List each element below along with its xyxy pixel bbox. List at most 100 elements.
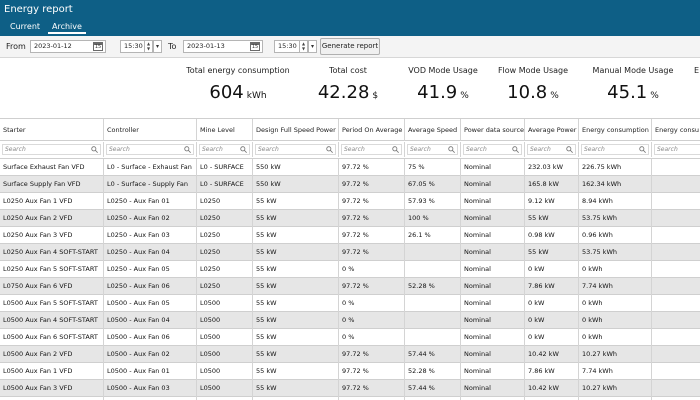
kpi-unit: $ xyxy=(372,91,379,101)
cell-average-power: 232.03 kW xyxy=(525,159,579,176)
kpi-label: Total energy consumption xyxy=(186,66,290,75)
table-row[interactable]: L0750 Aux Fan 6 VFD L0250 - Aux Fan 06 L02… xyxy=(0,278,700,295)
column-search-input[interactable]: Search xyxy=(199,144,250,155)
table-row[interactable]: L0250 Aux Fan 3 VFD L0250 - Aux Fan 03 L02… xyxy=(0,227,700,244)
column-header-period-on-average[interactable]: Period On Average xyxy=(339,119,405,141)
column-header-design-full-speed-power[interactable]: Design Full Speed Power xyxy=(253,119,339,141)
cell-mine-level: L0500 xyxy=(197,295,253,312)
tab-archive[interactable]: Archive xyxy=(48,21,86,34)
search-icon xyxy=(448,146,455,153)
column-header-starter[interactable]: Starter xyxy=(0,119,104,141)
cell-controller: L0500 - Aux Fan 06 xyxy=(104,329,197,346)
generate-report-button[interactable]: Generate report xyxy=(320,38,380,55)
table-row[interactable]: Surface Exhaust Fan VFD L0 - Surface - Ex… xyxy=(0,159,700,176)
kpi-value: 41.9 xyxy=(417,82,458,103)
column-header-energy-consu[interactable]: Energy consu xyxy=(652,119,700,141)
cell-average-power: 0 kW xyxy=(525,329,579,346)
spinner-icon[interactable]: ▲ ▼ xyxy=(144,41,152,52)
calendar-icon[interactable]: 15 xyxy=(250,42,260,51)
column-search-input[interactable]: Search xyxy=(106,144,194,155)
search-icon xyxy=(91,146,98,153)
column-search-input[interactable]: Search xyxy=(463,144,522,155)
cell-design-full-speed-power: 55 kW xyxy=(253,329,339,346)
cell-controller: L0500 - Aux Fan 02 xyxy=(104,346,197,363)
chevron-down-icon[interactable]: ▾ xyxy=(153,40,162,53)
table-row[interactable]: L0500 Aux Fan 3 VFD L0500 - Aux Fan 03 L05… xyxy=(0,380,700,397)
search-icon xyxy=(240,146,247,153)
cell-starter: Surface Supply Fan VFD xyxy=(0,176,104,193)
cell-mine-level: L0500 xyxy=(197,346,253,363)
chevron-down-icon[interactable]: ▾ xyxy=(308,40,317,53)
search-icon xyxy=(392,146,399,153)
from-time-input[interactable]: 15:30 ▲ ▼ xyxy=(120,40,153,53)
column-filter-cell: Search xyxy=(339,142,405,157)
spinner-icon[interactable]: ▲ ▼ xyxy=(299,41,307,52)
column-header-controller[interactable]: Controller xyxy=(104,119,197,141)
cell-design-full-speed-power: 55 kW xyxy=(253,312,339,329)
column-search-input[interactable]: Search xyxy=(407,144,458,155)
cell-design-full-speed-power: 55 kW xyxy=(253,227,339,244)
column-search-input[interactable]: Search xyxy=(255,144,336,155)
column-search-input[interactable]: Search xyxy=(341,144,402,155)
column-search-input[interactable]: Search xyxy=(2,144,101,155)
cell-starter: L0500 Aux Fan 6 SOFT-START xyxy=(0,329,104,346)
kpi-manual-mode: Manual Mode Usage 45.1% xyxy=(586,66,680,110)
search-placeholder: Search xyxy=(258,146,279,153)
from-date-input[interactable]: 2023-01-12 15 xyxy=(30,40,106,53)
table-row[interactable]: L0250 Aux Fan 5 SOFT-START L0250 - Aux Fa… xyxy=(0,261,700,278)
cell-energy-consu xyxy=(652,159,700,176)
cell-design-full-speed-power: 550 kW xyxy=(253,176,339,193)
table-row[interactable]: L0250 Aux Fan 1 VFD L0250 - Aux Fan 01 L02… xyxy=(0,193,700,210)
column-header-average-power[interactable]: Average Power xyxy=(525,119,579,141)
table-row[interactable]: L0250 Aux Fan 4 SOFT-START L0250 - Aux Fa… xyxy=(0,244,700,261)
cell-starter: L0250 Aux Fan 1 VFD xyxy=(0,193,104,210)
table-row[interactable]: L0500 Booster FanL0500 - Booster FanL050… xyxy=(0,397,700,400)
cell-energy-consumption: 7.74 kWh xyxy=(579,278,652,295)
cell-mine-level: L0 - SURFACE xyxy=(197,159,253,176)
column-header-average-speed[interactable]: Average Speed xyxy=(405,119,461,141)
column-search-input[interactable]: Search xyxy=(581,144,649,155)
calendar-icon[interactable]: 15 xyxy=(93,42,103,51)
cell-power-data-source: Nominal xyxy=(461,227,525,244)
column-search-input[interactable]: Search xyxy=(654,144,700,155)
cell-period-on-average: 97.72 % xyxy=(339,363,405,380)
table-row[interactable]: L0500 Aux Fan 1 VFD L0500 - Aux Fan 01 L05… xyxy=(0,363,700,380)
search-placeholder: Search xyxy=(657,146,678,153)
search-icon xyxy=(326,146,333,153)
cell-period-on-average: 97.72 % xyxy=(339,244,405,261)
table-row[interactable]: L0500 Aux Fan 2 VFD L0500 - Aux Fan 02 L05… xyxy=(0,346,700,363)
cell-design-full-speed-power: 55 kW xyxy=(253,346,339,363)
column-header-power-data-source[interactable]: Power data source xyxy=(461,119,525,141)
table-header: Starter Controller Mine Level Design Full S… xyxy=(0,119,700,141)
cell-design-full-speed-power: 550 kW xyxy=(253,159,339,176)
table-row[interactable]: L0500 Aux Fan 5 SOFT-START L0500 - Aux Fa… xyxy=(0,295,700,312)
tab-current[interactable]: Current xyxy=(10,22,41,31)
cell-average-speed xyxy=(405,312,461,329)
to-time-input[interactable]: 15:30 ▲ ▼ xyxy=(274,40,308,53)
cell-average-power: 0 kW xyxy=(525,295,579,312)
cell-power-data-source: Nominal xyxy=(461,397,525,400)
column-header-mine-level[interactable]: Mine Level xyxy=(197,119,253,141)
cell-design-full-speed-power: 55 kW xyxy=(253,193,339,210)
cell-controller: L0500 - Aux Fan 03 xyxy=(104,380,197,397)
cell-period-on-average: 0 % xyxy=(339,295,405,312)
table-row[interactable]: L0500 Aux Fan 6 SOFT-START L0500 - Aux Fa… xyxy=(0,329,700,346)
kpi-label: Flow Mode Usage xyxy=(497,66,569,75)
cell-power-data-source: Nominal xyxy=(461,312,525,329)
cell-power-data-source: Nominal xyxy=(461,278,525,295)
cell-period-on-average: 97.72 % xyxy=(339,159,405,176)
kpi-label: VOD Mode Usage xyxy=(408,66,478,75)
cell-mine-level: L0 - SURFACE xyxy=(197,176,253,193)
column-filter-cell: Search xyxy=(525,142,579,157)
column-search-input[interactable]: Search xyxy=(527,144,576,155)
column-header-energy-consumption[interactable]: Energy consumption xyxy=(579,119,652,141)
kpi-total-cost: Total cost 42.28 $ xyxy=(308,66,388,110)
table-row[interactable]: L0500 Aux Fan 4 SOFT-START L0500 - Aux Fa… xyxy=(0,312,700,329)
table-row[interactable]: Surface Supply Fan VFD L0 - Surface - Sup… xyxy=(0,176,700,193)
cell-mine-level: L0250 xyxy=(197,210,253,227)
cell-average-speed xyxy=(405,397,461,400)
from-label: From xyxy=(6,42,26,51)
to-date-input[interactable]: 2023-01-13 15 xyxy=(183,40,263,53)
cell-energy-consumption: 8.94 kWh xyxy=(579,193,652,210)
table-row[interactable]: L0250 Aux Fan 2 VFD L0250 - Aux Fan 02 L02… xyxy=(0,210,700,227)
